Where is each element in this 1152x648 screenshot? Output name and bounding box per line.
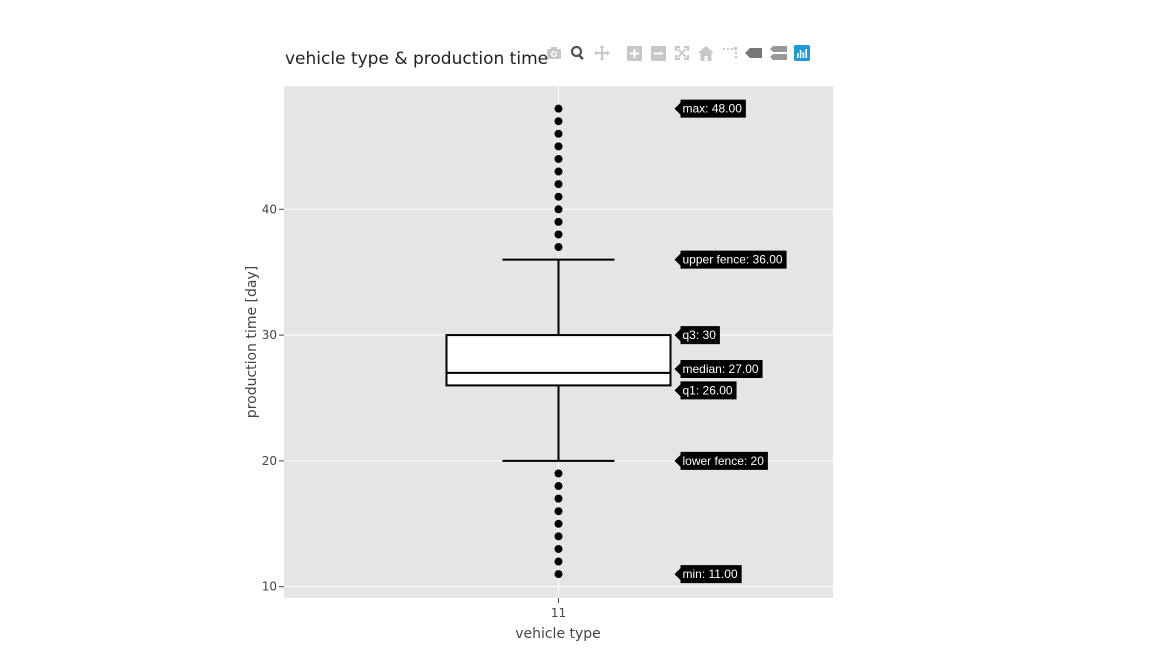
hover-label-text: median: 27.00 — [683, 362, 759, 376]
y-tick-label: 30 — [262, 328, 277, 342]
hover-label-box — [674, 99, 746, 118]
camera-icon[interactable] — [544, 43, 564, 63]
hover-label-median: median: 27.00 — [674, 360, 763, 379]
hover-label-upper-fence: upper fence: 36.00 — [674, 250, 787, 269]
hover-label-text: upper fence: 36.00 — [683, 253, 783, 267]
hover-label-max: max: 48.00 — [674, 99, 746, 118]
outlier-point — [554, 192, 563, 201]
outlier-point — [554, 217, 563, 226]
hover-compare-icon[interactable] — [768, 43, 788, 63]
x-axis-ticks: 11 — [551, 598, 566, 620]
outlier-point — [554, 117, 563, 126]
outlier-point — [554, 142, 563, 151]
hover-label-box — [674, 250, 787, 269]
hover-label-min: min: 11.00 — [674, 565, 742, 584]
hover-label-box — [674, 381, 737, 400]
outlier-points — [554, 104, 563, 579]
iqr-box — [445, 334, 672, 387]
box-trace[interactable] — [445, 258, 672, 462]
hover-label-text: q3: 30 — [683, 328, 717, 342]
y-tick-label: 40 — [262, 202, 277, 216]
hover-label-box — [674, 326, 720, 345]
outlier-point — [554, 243, 563, 252]
hover-label-box — [674, 360, 763, 379]
hover-closest-icon[interactable] — [744, 43, 764, 63]
plotly-logo-icon[interactable] — [792, 43, 812, 63]
hover-label-text: q1: 26.00 — [683, 383, 733, 397]
outlier-point — [554, 129, 563, 138]
outlier-point — [554, 519, 563, 528]
modebar — [544, 43, 816, 63]
x-axis-label: vehicle type — [515, 626, 601, 642]
y-tick-label: 20 — [262, 454, 277, 468]
hover-label-box — [674, 451, 768, 470]
outlier-point — [554, 532, 563, 541]
outlier-point — [554, 544, 563, 553]
hover-label-text: lower fence: 20 — [683, 454, 765, 468]
outlier-point — [554, 180, 563, 189]
outlier-point — [554, 557, 563, 566]
hover-labels: max: 48.00 upper fence: 36.00 q3: 30 median… — [674, 99, 787, 584]
hover-label-text: max: 48.00 — [683, 102, 743, 116]
outlier-point — [554, 507, 563, 516]
hover-label-q1: q1: 26.00 — [674, 381, 737, 400]
hover-label-lower-fence: lower fence: 20 — [674, 451, 768, 470]
hover-label-box — [674, 565, 742, 584]
y-axis-ticks: 10 20 30 40 — [262, 202, 284, 594]
autoscale-icon[interactable] — [672, 43, 692, 63]
outlier-point — [554, 494, 563, 503]
outlier-point — [554, 154, 563, 163]
outlier-point — [554, 570, 563, 579]
hover-label-q3: q3: 30 — [674, 326, 720, 345]
zoom-in-icon[interactable] — [624, 43, 644, 63]
outlier-point — [554, 230, 563, 239]
x-tick-label: 11 — [551, 606, 566, 620]
zoom-out-icon[interactable] — [648, 43, 668, 63]
outlier-point — [554, 205, 563, 214]
outlier-point — [554, 104, 563, 113]
outlier-point — [554, 469, 563, 478]
zoom-icon[interactable] — [568, 43, 588, 63]
pan-icon[interactable] — [592, 43, 612, 63]
outlier-point — [554, 167, 563, 176]
spike-lines-icon[interactable] — [720, 43, 740, 63]
reset-axes-icon[interactable] — [696, 43, 716, 63]
hover-label-text: min: 11.00 — [683, 567, 738, 581]
y-tick-label: 10 — [262, 580, 277, 594]
outlier-point — [554, 482, 563, 491]
y-axis-label: production time [day] — [244, 266, 260, 418]
chart-title: vehicle type & production time — [285, 49, 548, 69]
